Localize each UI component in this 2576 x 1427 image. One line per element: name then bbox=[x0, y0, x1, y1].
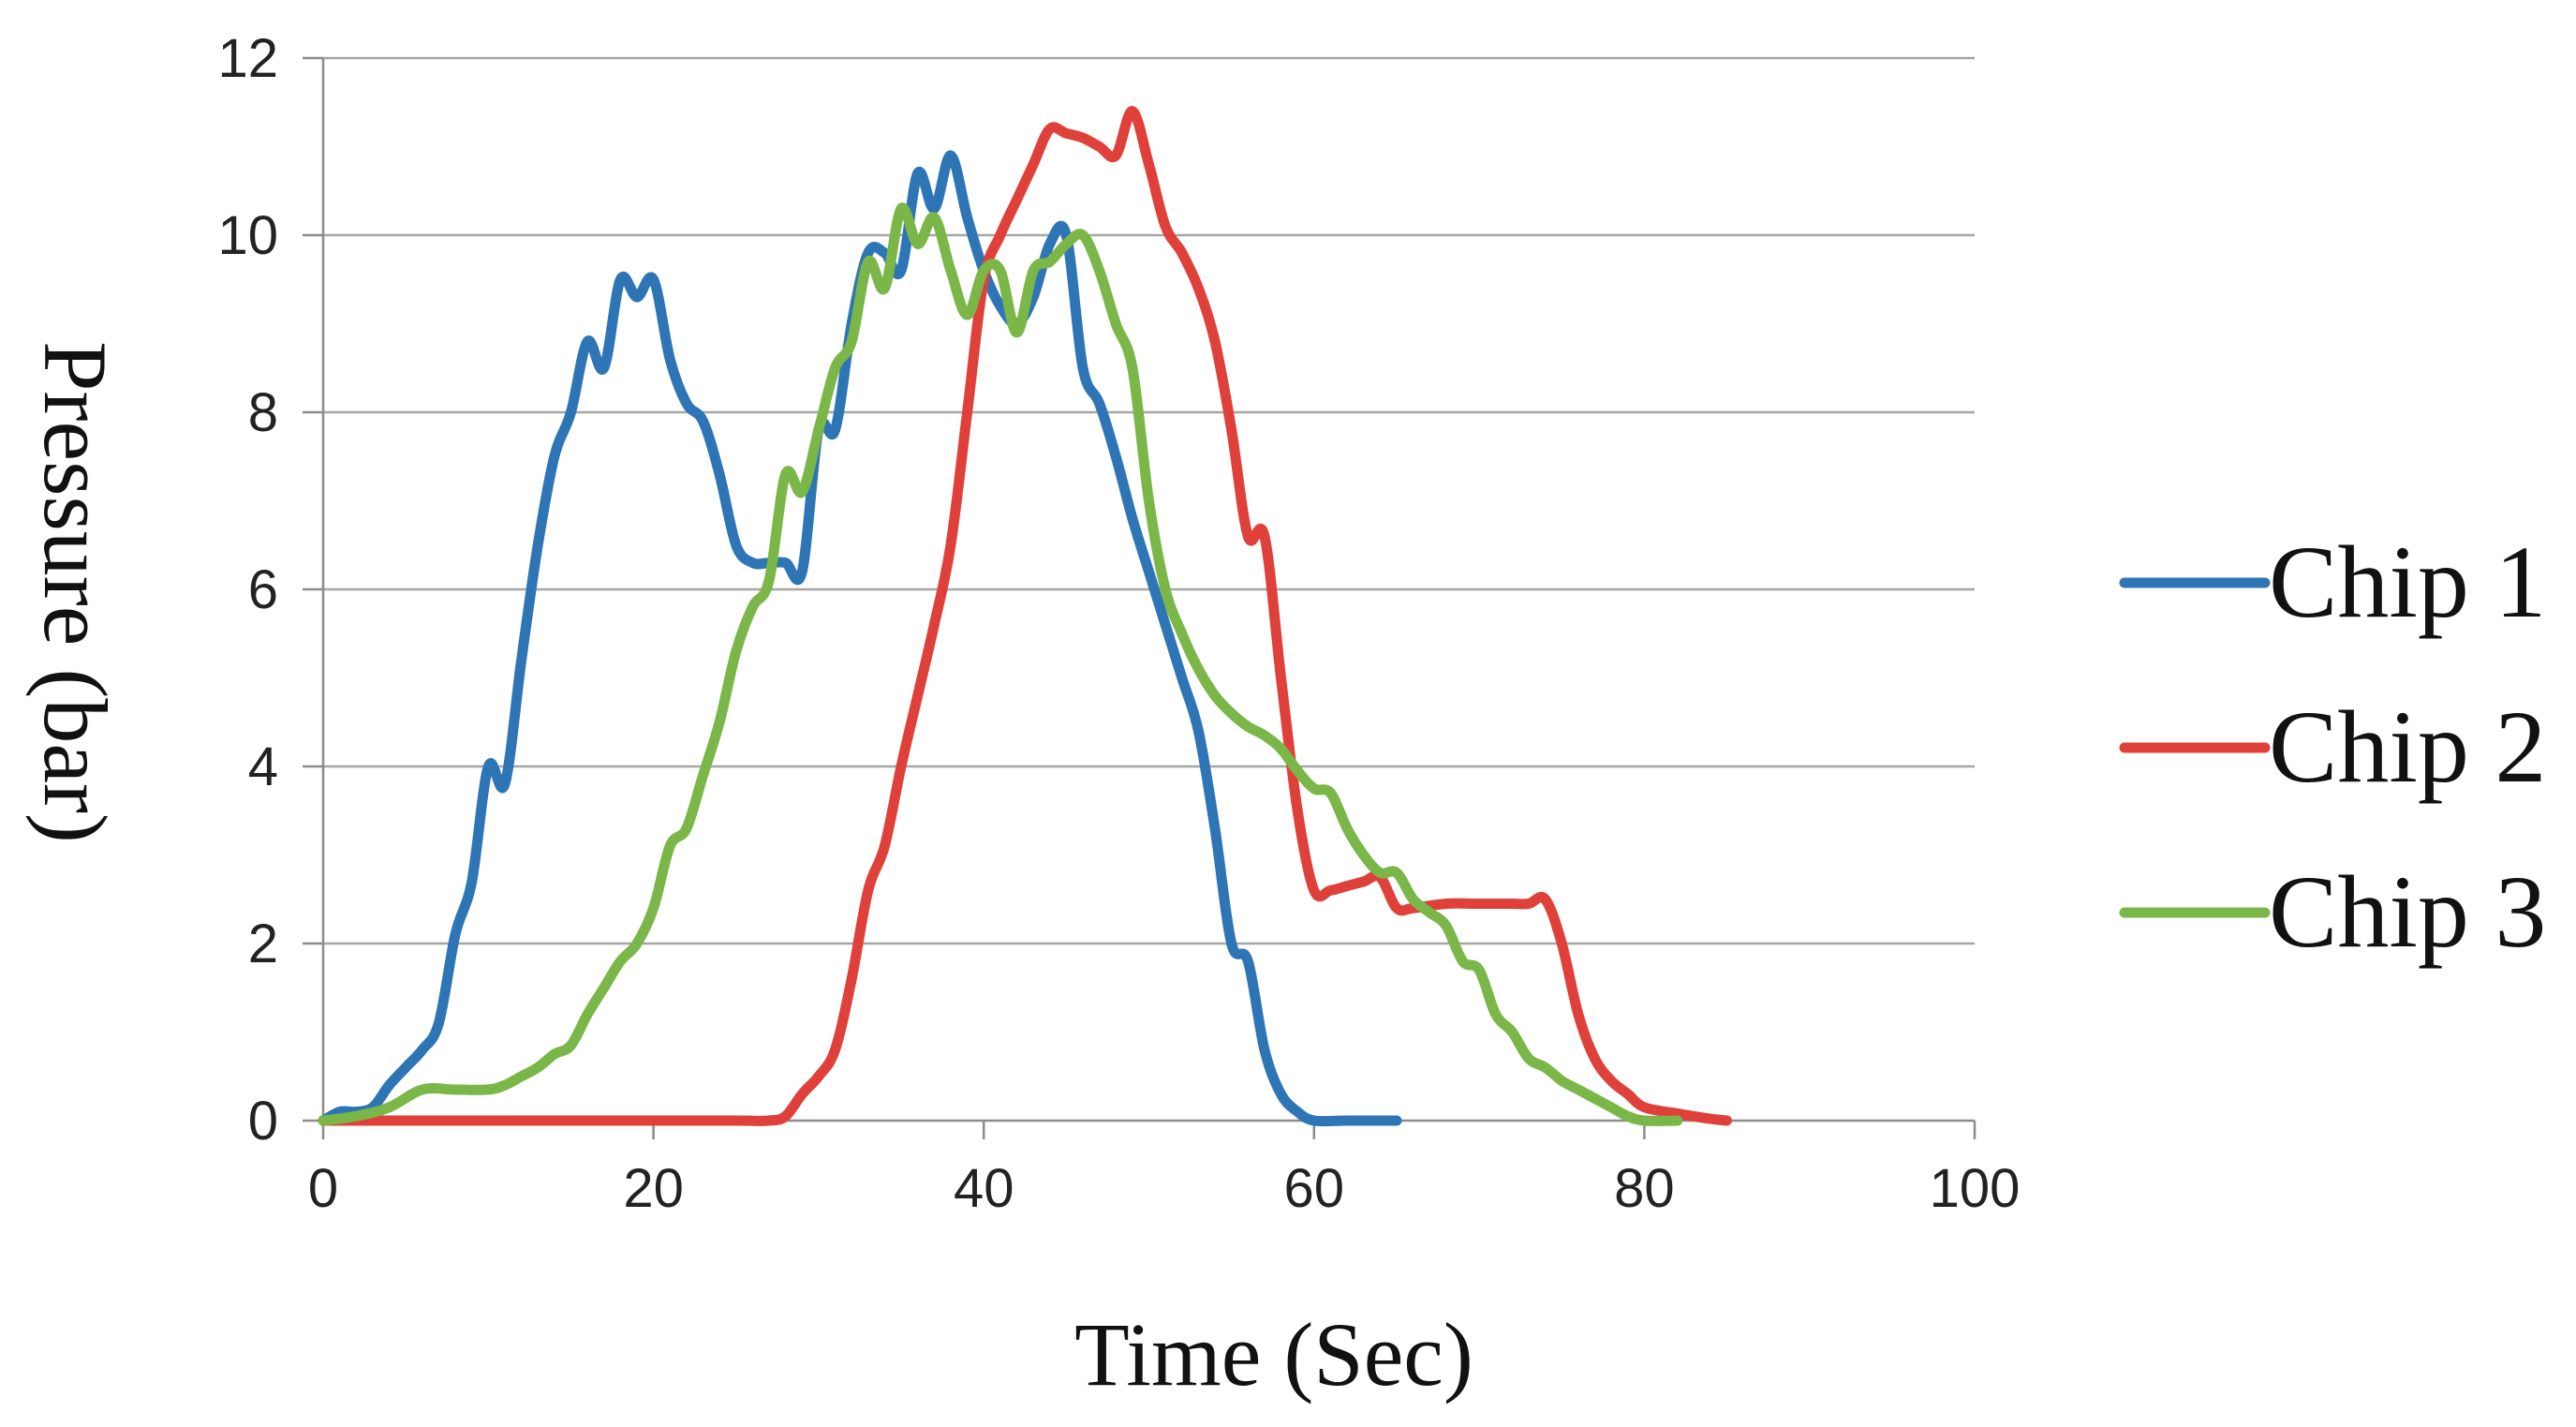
series-line-chip-3 bbox=[318, 202, 1683, 1126]
y-axis-title: Pressure (bar) bbox=[25, 341, 126, 843]
x-tick-label: 100 bbox=[1930, 1158, 2021, 1219]
x-tick-label: 0 bbox=[308, 1158, 338, 1219]
y-tick-label: 0 bbox=[248, 1091, 278, 1152]
legend-item-chip-1: Chip 1 bbox=[2119, 525, 2546, 639]
x-tick-label: 20 bbox=[623, 1158, 684, 1219]
x-tick-label: 80 bbox=[1614, 1158, 1675, 1219]
x-tick-label: 40 bbox=[954, 1158, 1014, 1219]
legend-label: Chip 1 bbox=[2269, 525, 2546, 639]
x-tick-label: 60 bbox=[1284, 1158, 1345, 1219]
legend-label: Chip 2 bbox=[2269, 690, 2546, 804]
y-tick-label: 6 bbox=[248, 559, 278, 620]
labels-layer: Time (Sec) Pressure (bar) bbox=[25, 341, 1473, 1405]
x-axis-title: Time (Sec) bbox=[1074, 1304, 1473, 1405]
y-tick-label: 8 bbox=[248, 382, 278, 443]
grid-layer bbox=[323, 56, 1975, 945]
legend-item-chip-2: Chip 2 bbox=[2119, 690, 2546, 804]
y-tick-label: 2 bbox=[248, 914, 278, 974]
legend-label: Chip 3 bbox=[2269, 855, 2546, 969]
y-tick-label: 10 bbox=[217, 205, 278, 266]
legend-item-chip-3: Chip 3 bbox=[2119, 855, 2546, 969]
axes-layer: 0 2 4 6 8 10 12 0 20 40 60 80 100 bbox=[217, 28, 2020, 1219]
legend: Chip 1 Chip 2 Chip 3 bbox=[2119, 525, 2546, 969]
series-layer bbox=[318, 106, 1732, 1127]
series-line-chip-1 bbox=[318, 150, 1402, 1127]
y-tick-label: 4 bbox=[248, 736, 278, 797]
series-line-chip-2 bbox=[318, 106, 1732, 1126]
y-tick-label: 12 bbox=[217, 28, 278, 89]
